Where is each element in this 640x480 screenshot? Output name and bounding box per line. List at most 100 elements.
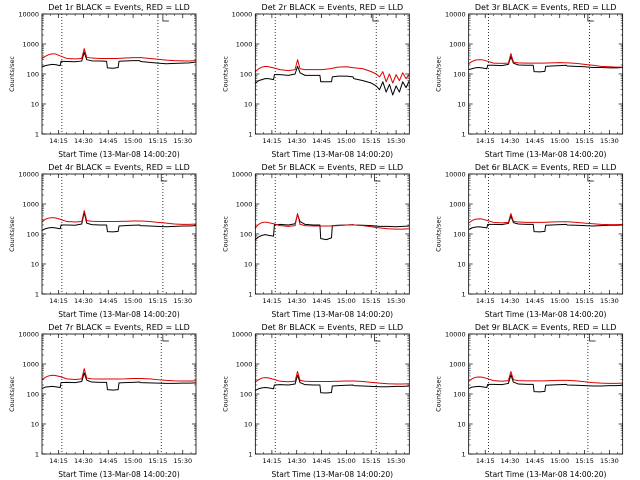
y-tick-label: 1 (248, 131, 252, 139)
y-tick-label: 10 (457, 421, 465, 429)
y-tick-label: 10 (31, 101, 39, 109)
y-tick-label: 10000 (18, 171, 39, 179)
panel-title: Det 2r BLACK = Events, RED = LLD (262, 3, 404, 12)
y-axis-label: Counts/sec (221, 216, 229, 252)
detector-panel-2: Det 2r BLACK = Events, RED = LLD Counts/s… (221, 3, 410, 159)
lld-series-line (41, 368, 197, 382)
x-tick-label: 15:30 (600, 297, 619, 305)
panel-title: Det 9r BLACK = Events, RED = LLD (475, 323, 617, 332)
x-tick-label: 14:45 (526, 297, 545, 305)
x-tick-label: 15:15 (575, 297, 594, 305)
lld-series-line (468, 213, 623, 226)
x-tick-label: 14:30 (74, 137, 93, 145)
x-tick-label: 15:15 (362, 137, 381, 145)
x-tick-label: 14:15 (263, 137, 282, 145)
x-tick-label: 14:30 (74, 457, 93, 465)
y-tick-label: 1 (35, 131, 39, 139)
x-axis-label: Start Time (13-Mar-08 14:00:20) (272, 470, 394, 479)
y-tick-label: 1000 (449, 201, 466, 209)
y-tick-label: 1 (35, 291, 39, 299)
plot-frame (468, 173, 624, 295)
y-tick-label: 1 (248, 291, 252, 299)
plot-frame (41, 173, 197, 295)
y-tick-label: 10000 (445, 331, 466, 339)
x-tick-label: 15:15 (575, 137, 594, 145)
x-tick-label: 15:00 (550, 457, 569, 465)
y-tick-label: 10 (31, 421, 39, 429)
y-tick-label: 10000 (232, 171, 253, 179)
plot-frame (41, 333, 197, 455)
y-tick-label: 10000 (445, 11, 466, 19)
x-tick-label: 15:00 (337, 297, 356, 305)
lld-series-line (41, 48, 197, 62)
y-tick-label: 10 (244, 261, 252, 269)
plot-frame (254, 13, 410, 135)
y-tick-label: 1 (462, 131, 466, 139)
x-tick-label: 14:45 (526, 137, 545, 145)
x-tick-label: 14:30 (74, 297, 93, 305)
y-tick-label: 10 (244, 421, 252, 429)
lld-series-line (254, 213, 410, 230)
x-tick-label: 15:30 (173, 137, 192, 145)
plot-frame (468, 13, 624, 135)
y-tick-label: 100 (453, 231, 465, 239)
x-axis-label: Start Time (13-Mar-08 14:00:20) (272, 310, 394, 319)
x-tick-label: 14:45 (312, 457, 331, 465)
y-tick-label: 1000 (449, 41, 466, 49)
x-tick-label: 15:30 (600, 137, 619, 145)
lld-series-line (468, 371, 623, 384)
events-series-line (41, 51, 197, 69)
panel-title: Det 5r BLACK = Events, RED = LLD (262, 163, 404, 172)
x-tick-label: 15:15 (362, 457, 381, 465)
x-tick-label: 14:15 (49, 137, 68, 145)
x-tick-label: 15:30 (600, 457, 619, 465)
x-tick-label: 14:45 (99, 297, 118, 305)
y-tick-label: 1000 (22, 41, 39, 49)
detector-panel-6: Det 6r BLACK = Events, RED = LLD Counts/s… (435, 163, 624, 319)
y-axis-label: Counts/sec (8, 216, 16, 252)
flag-marker (587, 174, 594, 182)
x-tick-label: 14:30 (501, 457, 520, 465)
panel-title: Det 4r BLACK = Events, RED = LLD (48, 163, 190, 172)
detector-panel-9: Det 9r BLACK = Events, RED = LLD Counts/s… (435, 323, 624, 479)
y-tick-label: 10000 (445, 171, 466, 179)
y-tick-label: 100 (27, 391, 39, 399)
y-tick-label: 100 (240, 231, 252, 239)
events-series-line (255, 374, 410, 394)
x-tick-label: 15:00 (337, 137, 356, 145)
plot-frame (468, 333, 624, 455)
x-tick-label: 14:15 (476, 457, 495, 465)
lld-series-line (255, 59, 410, 84)
x-tick-label: 15:30 (173, 457, 192, 465)
detector-panel-5: Det 5r BLACK = Events, RED = LLD Counts/s… (221, 163, 410, 319)
events-series-line (468, 215, 623, 233)
y-tick-label: 1000 (22, 361, 39, 369)
y-tick-label: 10000 (232, 11, 253, 19)
lld-series-line (41, 210, 197, 225)
x-axis-label: Start Time (13-Mar-08 14:00:20) (58, 470, 180, 479)
y-axis-label: Counts/sec (435, 216, 443, 252)
x-tick-label: 15:30 (387, 457, 406, 465)
plot-frame (254, 173, 410, 295)
panel-title: Det 7r BLACK = Events, RED = LLD (48, 323, 190, 332)
events-series-line (468, 374, 623, 393)
flag-marker (374, 334, 381, 342)
detector-panel-7: Det 7r BLACK = Events, RED = LLD Counts/s… (8, 323, 197, 479)
x-tick-label: 14:45 (526, 457, 545, 465)
x-tick-label: 14:45 (312, 297, 331, 305)
x-axis-label: Start Time (13-Mar-08 14:00:20) (272, 150, 394, 159)
y-tick-label: 100 (240, 391, 252, 399)
x-tick-label: 15:15 (575, 457, 594, 465)
flag-marker (162, 14, 169, 22)
x-axis-label: Start Time (13-Mar-08 14:00:20) (58, 150, 180, 159)
x-tick-label: 14:15 (49, 297, 68, 305)
x-axis-label: Start Time (13-Mar-08 14:00:20) (485, 310, 607, 319)
flag-marker (160, 174, 168, 182)
y-tick-label: 100 (453, 391, 465, 399)
x-tick-label: 14:30 (287, 137, 306, 145)
x-tick-label: 14:30 (501, 297, 520, 305)
detector-panel-8: Det 8r BLACK = Events, RED = LLD Counts/s… (221, 323, 410, 479)
detector-panel-4: Det 4r BLACK = Events, RED = LLD Counts/s… (8, 163, 197, 319)
y-axis-label: Counts/sec (8, 376, 16, 412)
